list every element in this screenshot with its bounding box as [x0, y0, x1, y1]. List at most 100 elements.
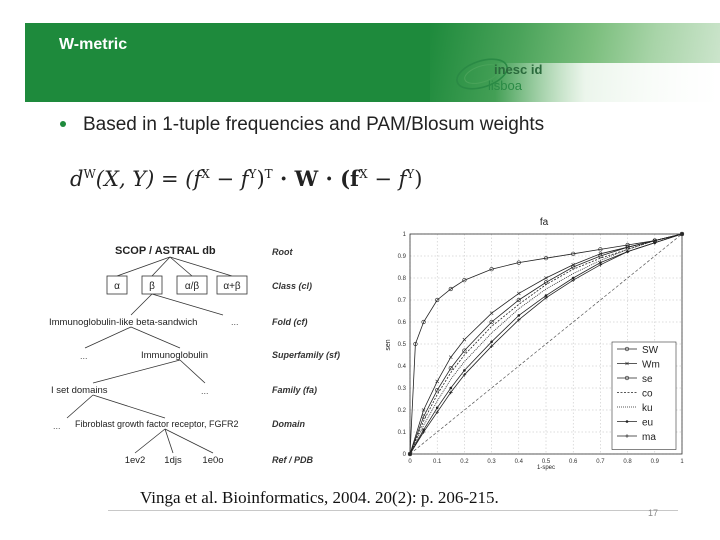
class-label: α/β [185, 281, 200, 292]
data-point [448, 355, 453, 360]
logo-text-bottom: lisboa [488, 78, 523, 93]
bullet-text: Based in 1-tuple frequencies and PAM/Blo… [83, 114, 545, 135]
ref-label: 1e0o [202, 455, 223, 466]
citation-divider [108, 510, 678, 511]
x-axis-label: 1-spec [537, 465, 555, 471]
data-point [435, 406, 439, 410]
slide-title: W-metric [59, 36, 128, 53]
data-point [421, 408, 426, 412]
level-root: Root [272, 247, 293, 257]
x-tick-label: 0.7 [596, 459, 605, 465]
data-point [544, 296, 548, 300]
class-box [141, 275, 163, 295]
legend-label: ma [642, 432, 656, 443]
superfamily-label: Immunoglobulin [141, 350, 208, 361]
x-tick-label: 0.4 [515, 459, 524, 465]
legend-marker [624, 346, 630, 352]
data-point [435, 379, 440, 384]
logo-text-top: inesc id [494, 62, 542, 77]
data-point [571, 262, 576, 267]
formula-part: − f [209, 167, 249, 191]
x-tick-label: 0.5 [542, 459, 551, 465]
data-point [543, 256, 549, 261]
fold-label: Immunoglobulin-like beta-sandwich [49, 317, 197, 328]
x-tick-label: 0.2 [460, 459, 469, 465]
title-banner [25, 23, 720, 102]
formula-d: d [70, 167, 84, 191]
legend-label: eu [642, 418, 653, 429]
series-line-se [409, 233, 683, 455]
data-point [489, 311, 494, 316]
class-label: β [149, 281, 155, 292]
level-superfamily: Superfamily (sf) [272, 350, 340, 360]
domain-label: Fibroblast growth factor receptor, FGFR2 [75, 419, 239, 429]
level-fold: Fold (cf) [272, 317, 308, 327]
formula-sup-y: Y [406, 167, 415, 181]
series-line-SW [409, 233, 683, 455]
formula-part: − f [367, 167, 407, 191]
level-family: Family (fa) [272, 385, 317, 395]
y-tick-label: 0 [403, 452, 407, 458]
reference-diagonal [409, 233, 683, 455]
chart-title: fa [540, 217, 549, 228]
legend-label: Wm [642, 360, 660, 371]
level-labels: Root Class (cl) Fold (cf) Superfamily (s… [272, 247, 340, 465]
y-tick-label: 0.2 [398, 408, 407, 414]
legend-label: SW [642, 345, 659, 356]
banner-fade [495, 63, 720, 102]
data-point [448, 286, 453, 292]
y-tick-label: 0.8 [398, 276, 407, 282]
data-point [435, 388, 440, 393]
legend-label: co [642, 389, 653, 400]
data-point [516, 297, 521, 303]
x-tick-label: 0.3 [487, 459, 496, 465]
data-point [462, 373, 467, 377]
class-label: α+β [223, 281, 241, 292]
ellipsis: ... [53, 421, 61, 431]
scop-hierarchy-diagram: SCOP / ASTRAL db α β α/β α+β Immunoglobu… [49, 245, 340, 466]
bullet-dot [60, 121, 66, 127]
data-point [598, 263, 603, 267]
data-point [625, 249, 630, 254]
x-tick-label: 0.6 [569, 459, 578, 465]
w-metric-formula: dW(X, Y) = (fX − fY)T · W · (fX − fY) [70, 166, 422, 191]
formula-part: · W · (f [272, 166, 360, 191]
data-point [462, 337, 467, 342]
roc-chart: fa sen 1-spec 0 0.1 0.2 0.3 0.4 0.5 0.6 0.7 0.8 0… [385, 217, 684, 471]
class-box [216, 275, 248, 295]
legend-marker [624, 375, 630, 381]
formula-part: ) [414, 167, 423, 191]
y-tick-label: 0.1 [398, 430, 407, 436]
x-tick-label: 0.8 [623, 459, 632, 465]
data-point [449, 390, 453, 395]
data-point [598, 247, 603, 252]
data-point [435, 410, 439, 414]
citation: Vinga et al. Bioinformatics, 2004. 20(2)… [140, 488, 499, 507]
data-point [421, 414, 426, 419]
formula-sup-y: Y [248, 167, 257, 181]
data-point [449, 386, 453, 390]
hierarchy-title: SCOP / ASTRAL db [115, 245, 216, 257]
data-point [516, 260, 521, 265]
y-axis-label: sen [385, 339, 392, 350]
y-tick-label: 1 [403, 232, 407, 238]
series-ma [408, 232, 684, 456]
x-tick-label: 0 [408, 459, 412, 465]
family-label: I set domains [51, 385, 108, 396]
data-point [413, 341, 418, 347]
logo-swoosh [456, 58, 508, 90]
ref-label: 1djs [164, 455, 182, 466]
data-point [421, 319, 426, 325]
data-point [571, 276, 575, 280]
legend-marker [625, 420, 629, 423]
data-point [490, 340, 493, 344]
legend-label: ku [642, 403, 653, 414]
legend-marker [625, 434, 629, 438]
y-tick-label: 0.6 [398, 320, 407, 326]
x-tick-label: 1 [680, 459, 684, 465]
y-tick-label: 0.4 [398, 364, 407, 370]
class-label: α [114, 281, 120, 292]
data-point [489, 319, 494, 325]
data-point [517, 318, 521, 322]
formula-sup-x: X [359, 167, 368, 181]
